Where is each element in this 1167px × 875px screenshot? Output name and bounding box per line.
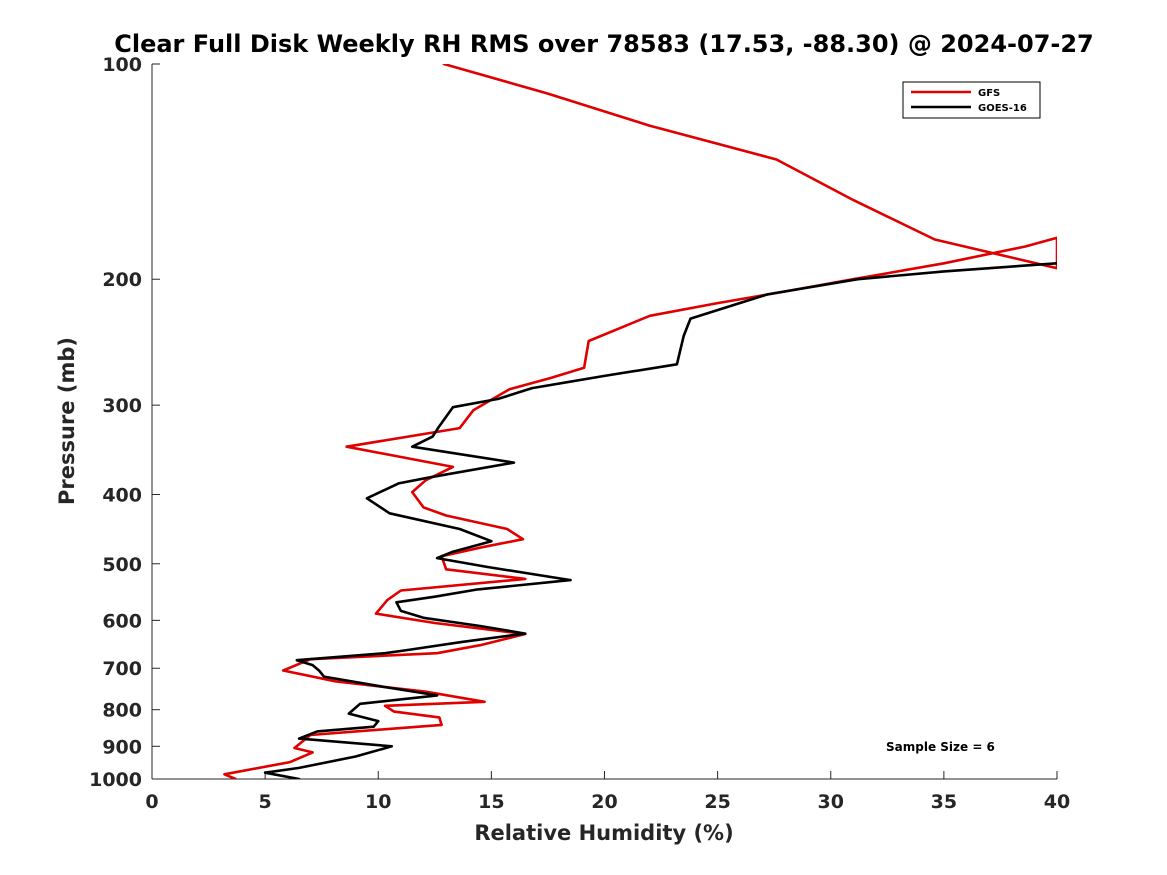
x-tick-label: 35 [931,791,957,813]
sample-size-annotation: Sample Size = 6 [886,740,995,754]
legend-box [902,81,1041,119]
x-tick-label: 20 [591,791,617,813]
legend: GFS GOES-16 [902,81,1041,119]
series-layer [223,64,1057,779]
series-line-gfs [223,64,1057,779]
y-tick-label: 100 [102,54,142,76]
series-line-goes-16 [263,261,1057,779]
chart-title: Clear Full Disk Weekly RH RMS over 78583… [114,30,1094,58]
x-tick-label: 40 [1044,791,1070,813]
legend-label-goes-16: GOES-16 [978,103,1027,114]
y-tick-label: 400 [102,484,142,506]
y-tick-label: 800 [102,700,142,722]
y-tick-label: 200 [102,269,142,291]
x-tick-label: 25 [704,791,730,813]
x-tick-label: 10 [365,791,391,813]
x-axis-label: Relative Humidity (%) [474,821,733,845]
y-tick-label: 600 [102,610,142,632]
y-axis-label: Pressure (mb) [55,337,79,505]
y-tick-label: 500 [102,554,142,576]
y-tick-label: 700 [102,658,142,680]
x-tick-label: 30 [818,791,844,813]
x-tick-label: 5 [259,791,272,813]
y-tick-label: 900 [102,736,142,758]
y-tick-label: 1000 [89,769,142,791]
y-tick-label: 300 [102,395,142,417]
legend-label-gfs: GFS [978,88,1000,99]
x-tick-label: 15 [478,791,504,813]
x-tick-label: 0 [145,791,158,813]
x-axis-ticks: 0 5 10 15 20 25 30 35 40 [145,771,1070,813]
y-axis-ticks: 100 200 300 400 500 600 700 800 900 1000 [89,54,160,791]
